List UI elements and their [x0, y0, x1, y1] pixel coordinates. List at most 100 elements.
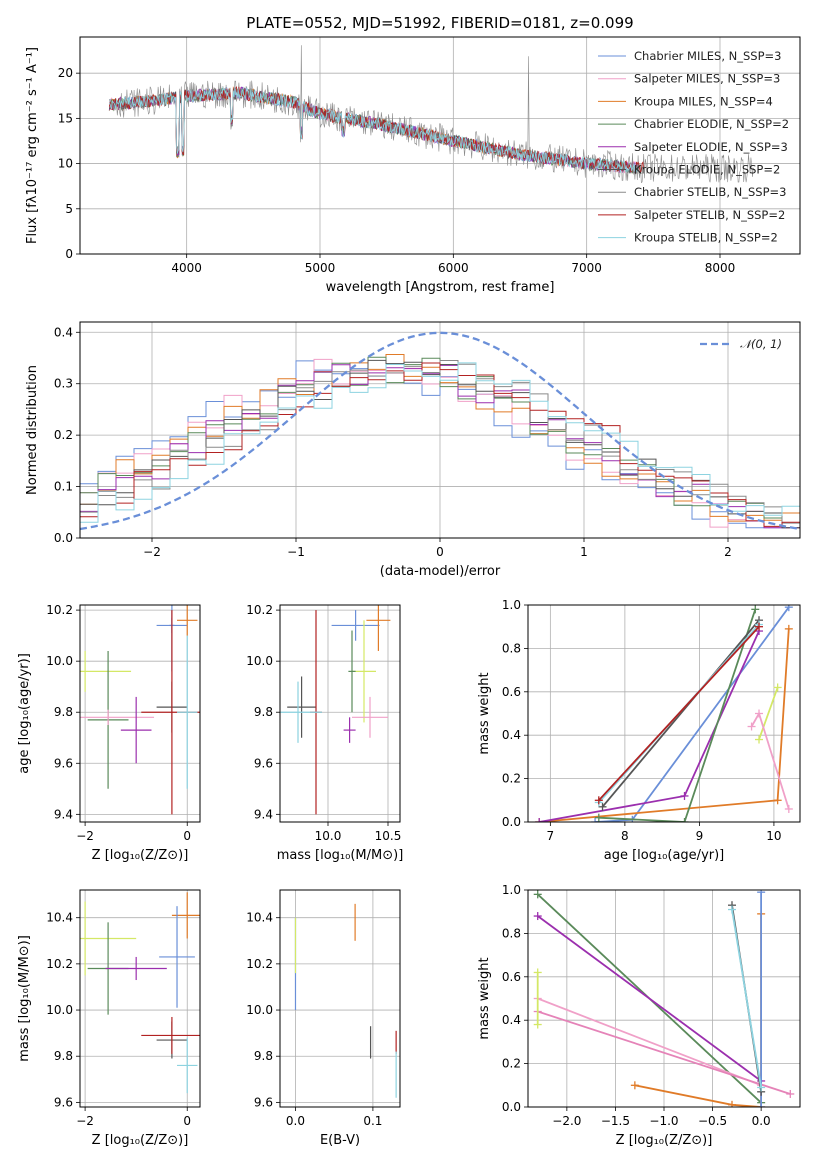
x-axis-label: mass [log₁₀(M/M⊙)] [277, 848, 404, 863]
y-tick-label: 0.0 [502, 815, 521, 829]
errorbar-point [348, 630, 356, 713]
legend-entry: Kroupa STELIB, N_SSP=2 [634, 231, 778, 245]
plot-area [80, 892, 200, 1094]
weight-series [537, 997, 762, 1087]
plus-marker [751, 605, 760, 614]
axes-frame [279, 604, 401, 823]
y-tick-label: 0.2 [54, 428, 73, 442]
y-tick-label: 9.6 [254, 1095, 273, 1109]
y-tick-label: 10.0 [246, 654, 273, 668]
y-tick-label: 0.8 [502, 926, 521, 940]
y-tick-label: 0.6 [502, 685, 521, 699]
x-tick-label: 7000 [571, 261, 602, 275]
y-tick-label: 9.6 [54, 756, 73, 770]
residual-histogram [80, 360, 800, 529]
legend-entry: Chabrier STELIB, N_SSP=3 [634, 185, 786, 199]
errorbar-point [80, 709, 155, 725]
y-tick-label: 1.0 [502, 883, 521, 897]
y-tick-label: 9.6 [54, 1095, 73, 1109]
x-tick-label: 10 [766, 829, 781, 843]
x-tick-label: 0 [436, 545, 444, 559]
y-tick-label: 10.2 [246, 957, 273, 971]
weight-series [598, 609, 757, 822]
y-tick-label: 10.4 [246, 911, 273, 925]
y-tick-label: 20 [58, 66, 73, 80]
x-tick-label: 6000 [438, 261, 469, 275]
x-tick-label: 0.0 [286, 1114, 305, 1128]
chart-mass-vs-Z: −2 0 9.6 9.8 10.0 10.2 10.4 Z [log₁₀(Z/Z⊙)] mass… [17, 889, 201, 1148]
x-tick-label: 9 [696, 829, 704, 843]
plus-marker [630, 1081, 639, 1090]
plot-area [294, 903, 397, 1098]
plot-area [535, 605, 793, 822]
y-axis-label: mass weight [477, 672, 492, 754]
plus-marker [533, 890, 542, 899]
chart-spectrum: 4000 5000 6000 7000 8000 0 5 10 15 20 wavelength [… [25, 36, 801, 295]
x-tick-label: −2.0 [552, 1114, 581, 1128]
plus-marker [757, 890, 766, 897]
plus-marker [533, 1020, 542, 1029]
axes-frame [279, 889, 401, 1108]
errorbar-point [352, 696, 388, 738]
y-axis-label: age [log₁₀(age/yr)] [17, 653, 32, 774]
axes-frame [527, 604, 801, 823]
legend-entry: Kroupa MILES, N_SSP=4 [634, 94, 773, 108]
plus-marker [773, 683, 782, 692]
legend-entry: 𝒩(0, 1) [740, 337, 782, 351]
chart-mass-vs-ebv: 0.0 0.1 9.6 9.8 10.0 10.2 10.4 E(B-V) [246, 889, 401, 1148]
chart-age-vs-Z: −2 0 9.4 9.6 9.8 10.0 10.2 Z [log₁₀(Z/Z⊙)] age [… [17, 603, 201, 863]
y-tick-label: 10.0 [46, 1003, 73, 1017]
spectrum-series [108, 86, 638, 173]
y-tick-label: 9.8 [54, 1049, 73, 1063]
x-axis-label: (data-model)/error [380, 564, 501, 579]
errorbar-point [105, 956, 167, 981]
y-tick-label: 9.8 [54, 705, 73, 719]
y-tick-label: 0.6 [502, 970, 521, 984]
y-tick-label: 9.4 [54, 807, 73, 821]
y-tick-label: 10.2 [46, 603, 73, 617]
y-tick-label: 9.8 [254, 705, 273, 719]
y-axis-label: Normed distribution [25, 365, 40, 495]
chart-age-vs-mass: 10.0 10.5 9.4 9.6 9.8 10.0 10.2 mass [log₁₀(M/M… [246, 603, 404, 863]
axes-frame [79, 889, 201, 1108]
plus-marker [773, 796, 782, 805]
errorbar-point [352, 620, 376, 723]
y-tick-label: 10.4 [46, 911, 73, 925]
spectrum-series [108, 86, 645, 174]
errorbar-point [80, 650, 132, 692]
y-tick-label: 10.2 [46, 957, 73, 971]
plus-marker [680, 818, 689, 822]
weight-series [731, 909, 762, 1088]
y-tick-label: 0.2 [502, 772, 521, 786]
axes-frame [79, 321, 801, 539]
plot-area [80, 605, 200, 815]
x-tick-label: −1.5 [601, 1114, 630, 1128]
errorbar-point [177, 605, 198, 636]
grid [80, 890, 200, 1107]
plus-marker [757, 1103, 766, 1107]
grid [80, 605, 200, 822]
y-axis-label: mass weight [477, 957, 492, 1039]
plus-marker [755, 622, 764, 631]
y-tick-label: 9.8 [254, 1049, 273, 1063]
y-tick-label: 1.0 [502, 598, 521, 612]
plus-marker [728, 1100, 736, 1107]
plus-marker [535, 818, 544, 822]
plus-marker [786, 1089, 795, 1098]
y-tick-label: 0.8 [502, 641, 521, 655]
x-tick-label: 4000 [171, 261, 202, 275]
plus-marker [784, 624, 793, 633]
y-axis-label: Flux [fλ10⁻¹⁷ erg cm⁻² s⁻¹ A⁻¹] [25, 47, 40, 244]
errorbar-point [177, 635, 198, 789]
legend: Chabrier MILES, N_SSP=3 Salpeter MILES, N… [598, 49, 789, 245]
errorbar-point [366, 605, 391, 651]
weight-series [537, 1010, 791, 1095]
plus-marker [755, 735, 764, 744]
x-tick-label: 8 [621, 829, 629, 843]
chart-massweight-vs-Z: −2.0 −1.5 −1.0 −0.5 0.0 0.0 0.2 0.4 0.6 0.8 1.0 Z [… [477, 883, 801, 1148]
chart-title: PLATE=0552, MJD=51992, FIBERID=0181, z=0… [246, 14, 633, 32]
x-tick-label: 8000 [705, 261, 736, 275]
plot-area [108, 45, 754, 184]
errorbar-point [280, 681, 322, 743]
y-tick-label: 10.0 [246, 1003, 273, 1017]
